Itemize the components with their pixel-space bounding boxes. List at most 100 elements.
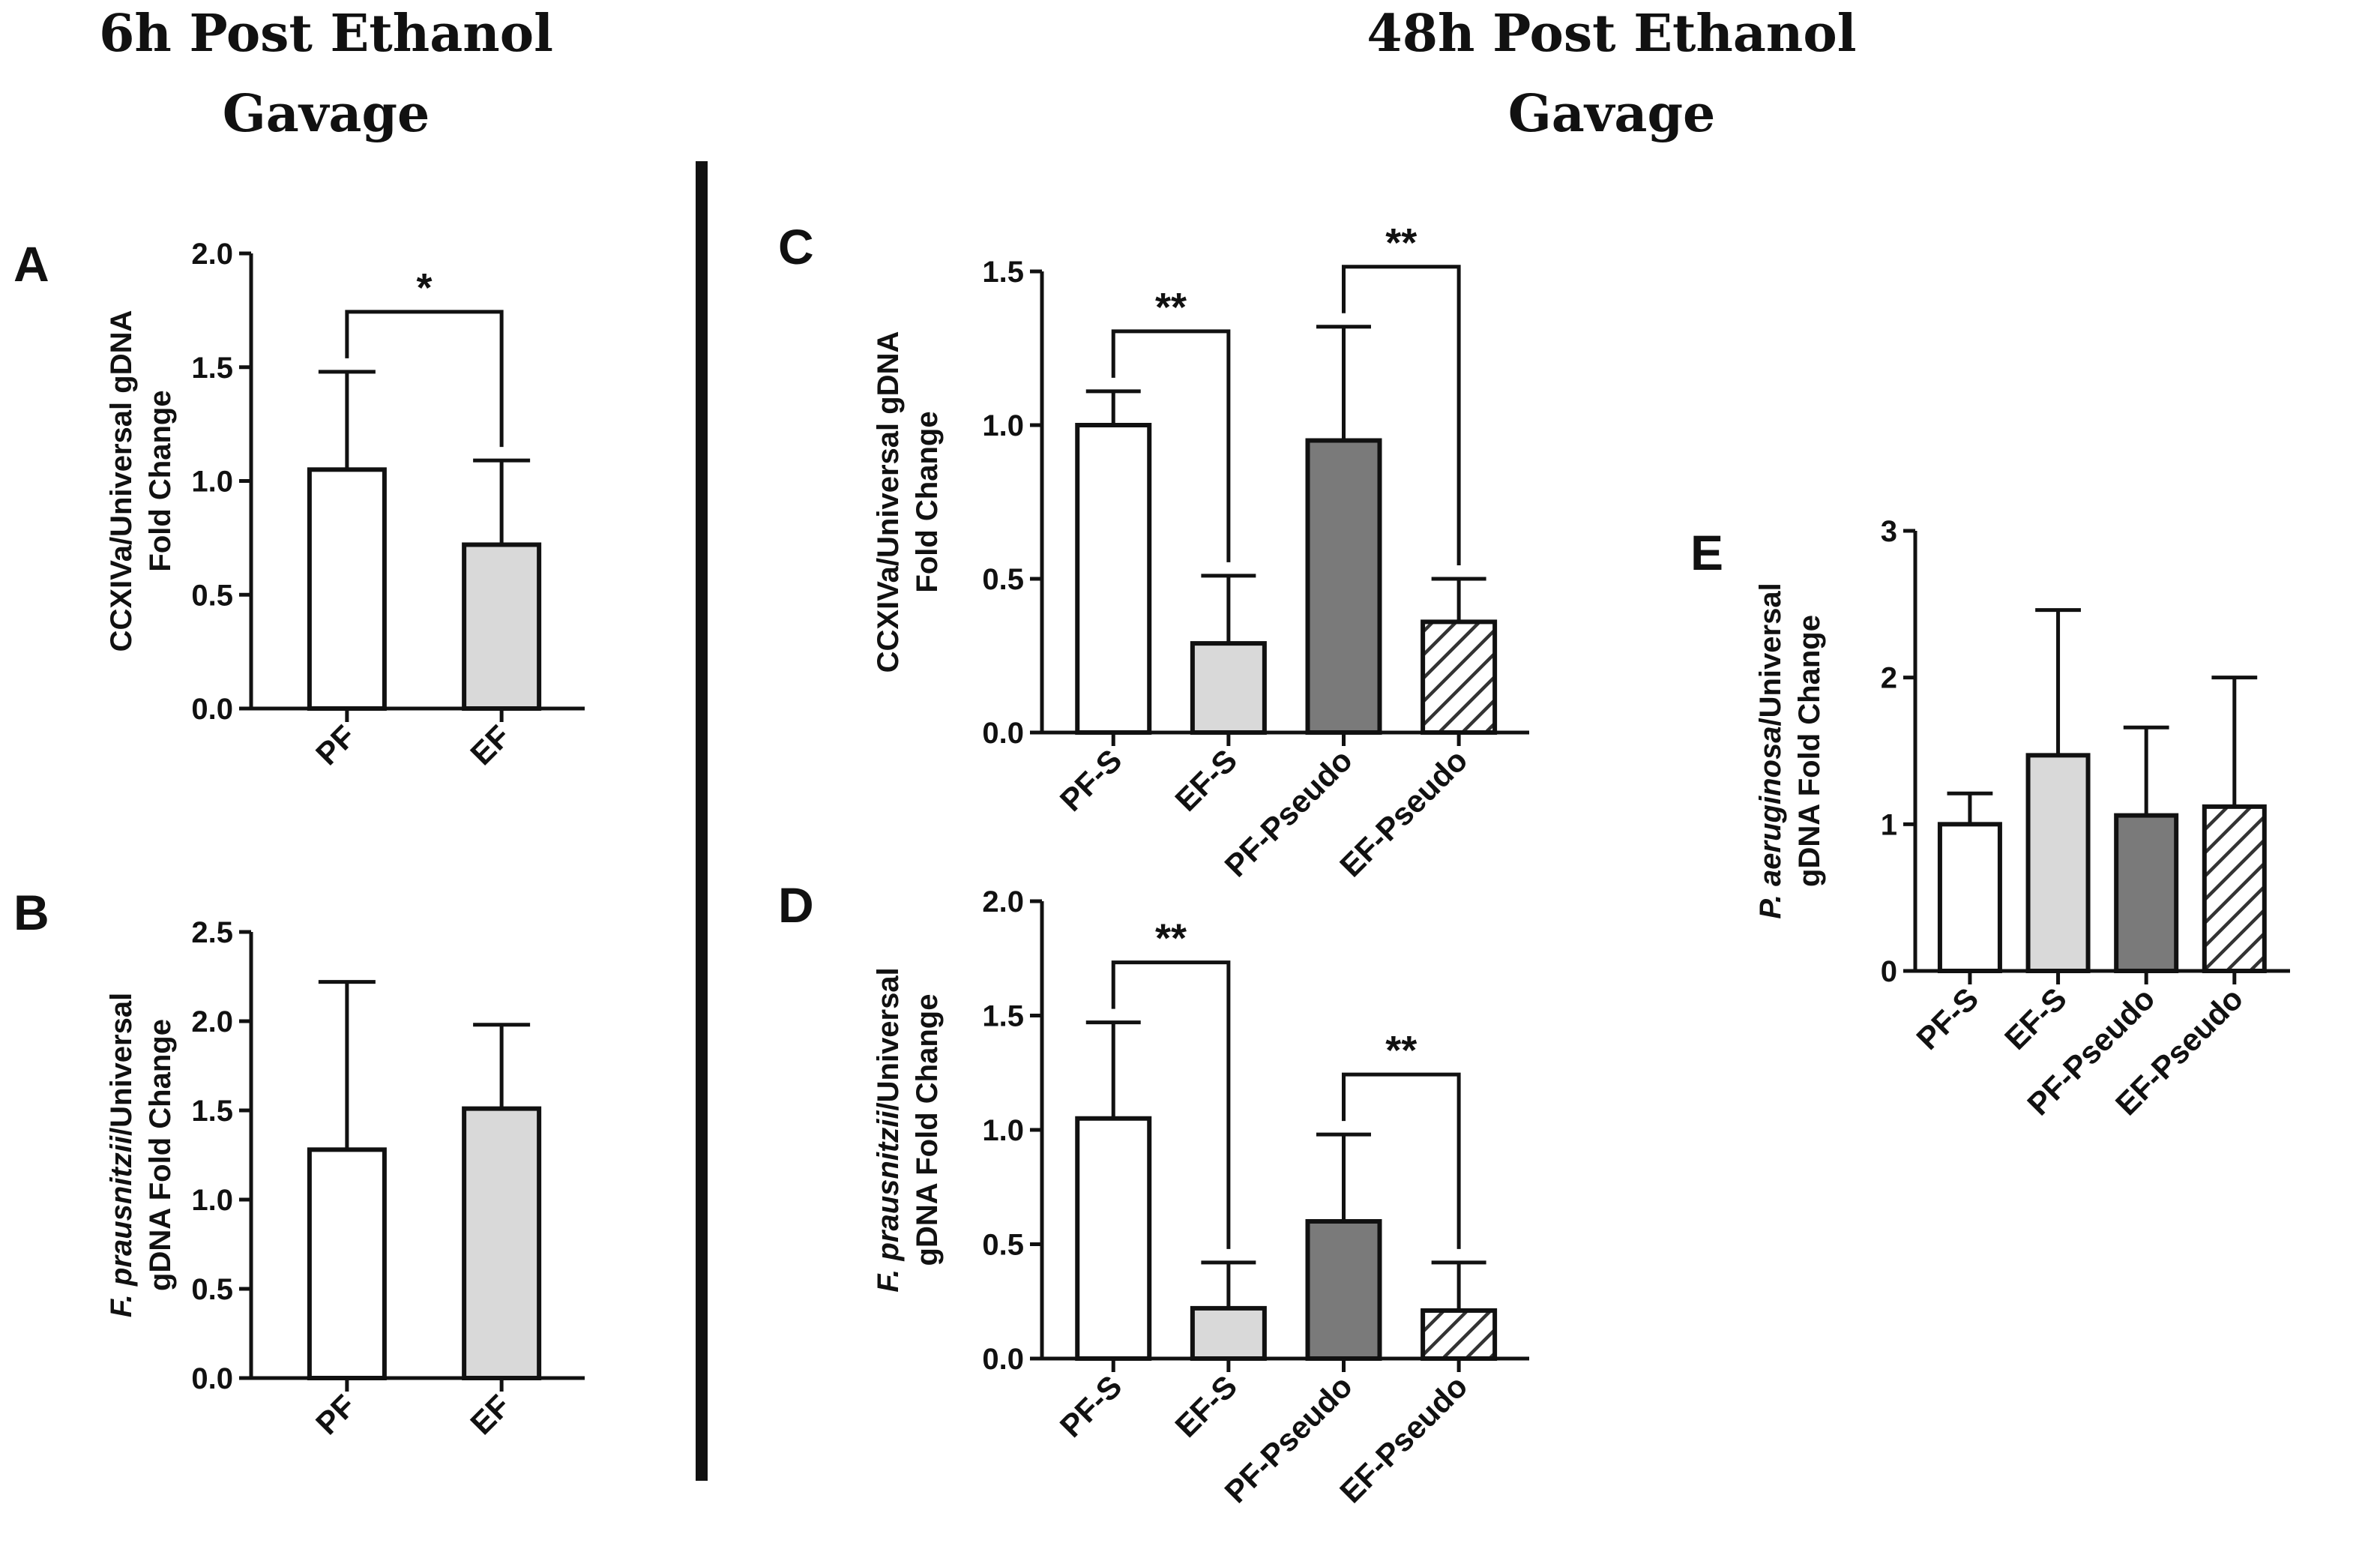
panel-d-errorbar-pf-s: [1085, 1020, 1141, 1119]
panel-a-errorbar-ef: [473, 458, 531, 545]
panel-b-ylabel-segment: /Universal: [105, 993, 138, 1136]
panel-c-errorbar-ef-s: [1201, 574, 1256, 644]
panel-b-letter: B: [13, 885, 49, 940]
panel-d-significance-label: **: [1385, 1028, 1417, 1073]
panel-c-chart: C0.00.51.01.5PF-S EF-SPF-PseudoEF-PseudoC…: [778, 219, 1529, 883]
panel-e-errorbar-pf-pseudo: [2123, 725, 2169, 816]
section-divider: [696, 161, 708, 1481]
panel-a-category-label: EF: [463, 718, 516, 772]
panel-c-bar-pf-s: [1075, 423, 1152, 735]
panel-a-ylabel-segment: Fold Change: [144, 390, 177, 571]
panel-c-ytick-label: 0.0: [982, 717, 1024, 750]
panel-b-ytick-label: 1.5: [191, 1095, 233, 1128]
panel-d-bar-pf-s: [1075, 1116, 1152, 1361]
panel-e-ylabel-line-2: gDNA Fold Change: [1793, 615, 1826, 887]
panel-d-ytick-label: 1.5: [982, 1000, 1024, 1033]
panel-c-errorbar-ef-pseudo: [1431, 577, 1486, 622]
panel-c-ytick-label: 1.5: [982, 256, 1024, 289]
panel-c-ylabel-line-1: CCXIVa/Universal gDNA: [872, 331, 905, 673]
panel-d-ylabel-segment: F. prausnitzii: [872, 1110, 905, 1293]
panel-d-ylabel-line-2: gDNA Fold Change: [911, 994, 944, 1266]
panel-d-chart: D0.00.51.01.52.0PF-S EF-SPF-PseudoEF-Pseu…: [778, 877, 1529, 1509]
panel-e-bar-pf-pseudo: [2114, 813, 2179, 974]
panel-b-ytick-label: 1.0: [191, 1184, 233, 1217]
panel-e-errorbar-ef-pseudo: [2211, 676, 2258, 807]
panel-e-category-label: PF-S: [1909, 981, 1985, 1056]
panel-a-ytick-label: 0.5: [191, 579, 233, 612]
panel-c-significance-label: **: [1385, 220, 1417, 265]
panel-d-ylabel-segment: gDNA Fold Change: [911, 994, 944, 1266]
panel-e-bar-pf-s: [1937, 822, 2002, 974]
panel-e-bar-ef-s: [2025, 753, 2091, 973]
panel-c-ylabel-line-2: Fold Change: [911, 411, 944, 592]
panel-a-ytick-label: 1.0: [191, 466, 233, 499]
panel-d-significance-bracket: [1111, 960, 1231, 1249]
panel-a-ylabel-line-1: CCXIVa/Universal gDNA: [105, 310, 138, 652]
panel-b-chart: B 0.0 0.5 1.0 1.5 2.0 2.5 PF EF F. prausnitzii/Un…: [13, 885, 585, 1441]
panel-c-ylabel-segment: Fold Change: [911, 411, 944, 592]
panel-d-letter: D: [778, 877, 814, 933]
panel-c-bar-pf-pseudo: [1305, 438, 1382, 735]
panel-e-ylabel-segment: P. aeruginosa: [1754, 727, 1787, 919]
panel-a-ylabel-line-2: Fold Change: [144, 390, 177, 571]
panel-d-significance-label: **: [1155, 916, 1187, 961]
panel-d-ytick-label: 0.5: [982, 1229, 1024, 1262]
panel-c-significance-bracket: [1111, 329, 1231, 562]
panel-c-letter: C: [778, 219, 814, 274]
panel-d-ytick-label: 1.0: [982, 1114, 1024, 1147]
panel-d-ylabel-segment: /Universal: [872, 967, 905, 1110]
panel-b-ylabel-segment: gDNA Fold Change: [144, 1019, 177, 1291]
panel-b-bar-pf: [307, 1147, 387, 1380]
section-title-6h: 6h Post Ethanol Gavage: [99, 4, 553, 144]
panel-d-errorbar-pf-pseudo: [1316, 1132, 1371, 1221]
panel-e-bar-ef-pseudo: [2202, 804, 2267, 974]
panel-d-category-label: PF-S: [1053, 1368, 1129, 1444]
panel-c-category-label: EF-S: [1168, 742, 1244, 818]
panel-a-bar-ef: [462, 542, 542, 711]
section-title-6h-line2: Gavage: [223, 84, 430, 144]
section-title-6h-line1: 6h Post Ethanol: [99, 4, 553, 64]
panel-a-letter: A: [13, 236, 49, 292]
panel-a-bar-pf: [307, 467, 387, 711]
panel-a-ylabel-segment: CCXIVa/Universal gDNA: [105, 310, 138, 652]
panel-e-ytick-label: 1: [1881, 808, 1897, 841]
panel-c-bar-ef-s: [1190, 641, 1267, 735]
section-title-48h: 48h Post Ethanol Gavage: [1367, 4, 1856, 144]
section-title-48h-line2: Gavage: [1508, 84, 1716, 144]
panel-a-category-label: PF: [309, 718, 362, 772]
panel-e-letter: E: [1690, 525, 1723, 580]
panel-d-bar-pf-pseudo: [1305, 1219, 1382, 1361]
panel-a-errorbar-pf: [318, 370, 376, 470]
panel-b-bar-ef: [462, 1106, 542, 1380]
panel-d-ylabel-line-1: F. prausnitzii/Universal: [872, 967, 905, 1292]
panel-e-ylabel-line-1: P. aeruginosa/Universal: [1754, 583, 1787, 918]
panel-a-ytick-label: 1.5: [191, 352, 233, 385]
panel-d-ytick-label: 2.0: [982, 885, 1024, 918]
panel-c-category-label: PF-S: [1053, 742, 1129, 818]
panel-c-ytick-label: 1.0: [982, 409, 1024, 442]
panel-b-ylabel-line-2: gDNA Fold Change: [144, 1019, 177, 1291]
panel-b-ytick-label: 0.0: [191, 1362, 233, 1395]
panel-c-errorbar-pf-s: [1085, 389, 1141, 425]
panel-e-ytick-label: 3: [1881, 515, 1897, 548]
panel-b-ytick-label: 2.0: [191, 1005, 233, 1038]
panel-d-bar-ef-s: [1190, 1305, 1267, 1362]
panel-c-ytick-label: 0.5: [982, 563, 1024, 596]
panel-e-ytick-label: 2: [1881, 662, 1897, 695]
panel-b-category-label: EF: [463, 1388, 516, 1441]
panel-a-ytick-label: 0.0: [191, 693, 233, 726]
panel-e-ylabel-segment: /Universal: [1754, 583, 1787, 726]
panel-b-ytick-label: 2.5: [191, 916, 233, 949]
panel-c-significance-bracket: [1342, 265, 1461, 565]
panel-c-ylabel-segment: CCXIVa/Universal gDNA: [872, 331, 905, 673]
panel-d-bar-ef-pseudo: [1421, 1308, 1498, 1361]
panel-a-significance-label: *: [416, 265, 432, 310]
panel-a-ytick-label: 2.0: [191, 238, 233, 271]
panel-e-errorbar-pf-s: [1947, 791, 1993, 825]
panel-a-significance-bracket: [345, 310, 504, 448]
panel-b-category-label: PF: [309, 1388, 362, 1441]
panel-b-errorbar-pf: [318, 980, 376, 1150]
panel-b-errorbar-ef: [473, 1023, 531, 1109]
